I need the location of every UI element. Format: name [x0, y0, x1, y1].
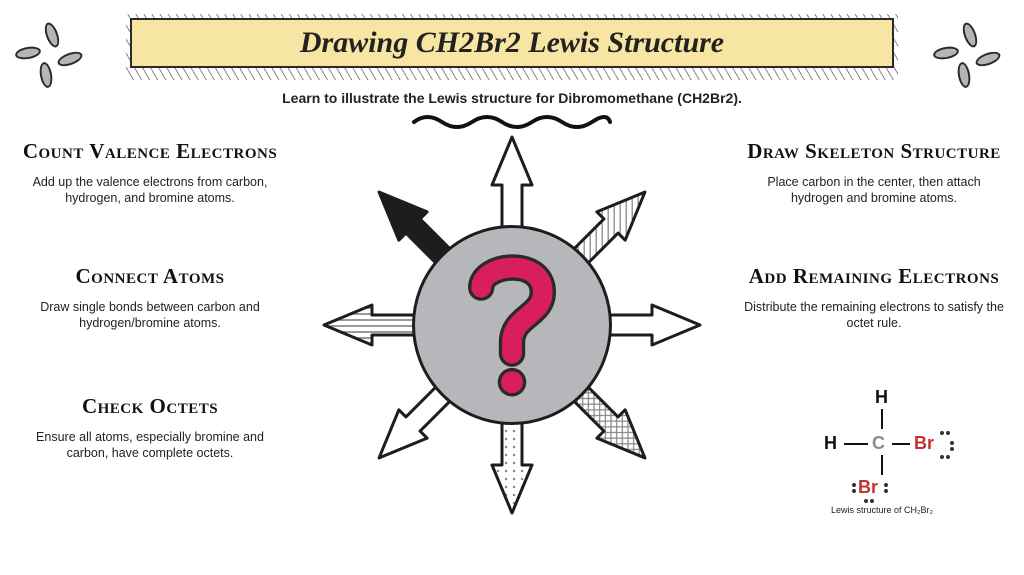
step-body: Draw single bonds between carbon and hyd… [20, 300, 280, 331]
step-title: Add Remaining Electrons [744, 265, 1004, 288]
step-title: Connect Atoms [20, 265, 280, 288]
step-draw-skeleton: Draw Skeleton Structure Place carbon in … [744, 140, 1004, 206]
lewis-caption: Lewis structure of CH₂Br₂ [772, 505, 992, 515]
step-title: Count Valence Electrons [20, 140, 280, 163]
atom-br-bottom: Br [858, 477, 878, 498]
decoration-petals-right [936, 22, 1006, 92]
atom-h-left: H [824, 433, 837, 454]
atom-c: C [872, 433, 885, 454]
step-body: Ensure all atoms, especially bromine and… [20, 430, 280, 461]
step-body: Add up the valence electrons from carbon… [20, 175, 280, 206]
step-add-electrons: Add Remaining Electrons Distribute the r… [744, 265, 1004, 331]
step-connect-atoms: Connect Atoms Draw single bonds between … [20, 265, 280, 331]
atom-h-top: H [875, 387, 888, 408]
step-title: Draw Skeleton Structure [744, 140, 1004, 163]
center-radial-graphic [352, 165, 672, 485]
title-band: Drawing CH2Br2 Lewis Structure [130, 18, 894, 68]
step-count-valence: Count Valence Electrons Add up the valen… [20, 140, 280, 206]
step-body: Distribute the remaining electrons to sa… [744, 300, 1004, 331]
step-check-octets: Check Octets Ensure all atoms, especiall… [20, 395, 280, 461]
subtitle: Learn to illustrate the Lewis structure … [0, 90, 1024, 106]
step-title: Check Octets [20, 395, 280, 418]
question-mark-icon [412, 225, 612, 425]
page-title: Drawing CH2Br2 Lewis Structure [300, 26, 724, 60]
decoration-petals-left [18, 22, 88, 92]
lewis-structure-diagram: H H C Br Br Lewis structure of CH₂Br₂ [772, 375, 992, 525]
atom-br-right: Br [914, 433, 934, 454]
step-body: Place carbon in the center, then attach … [744, 175, 1004, 206]
squiggle-underline [412, 110, 612, 130]
